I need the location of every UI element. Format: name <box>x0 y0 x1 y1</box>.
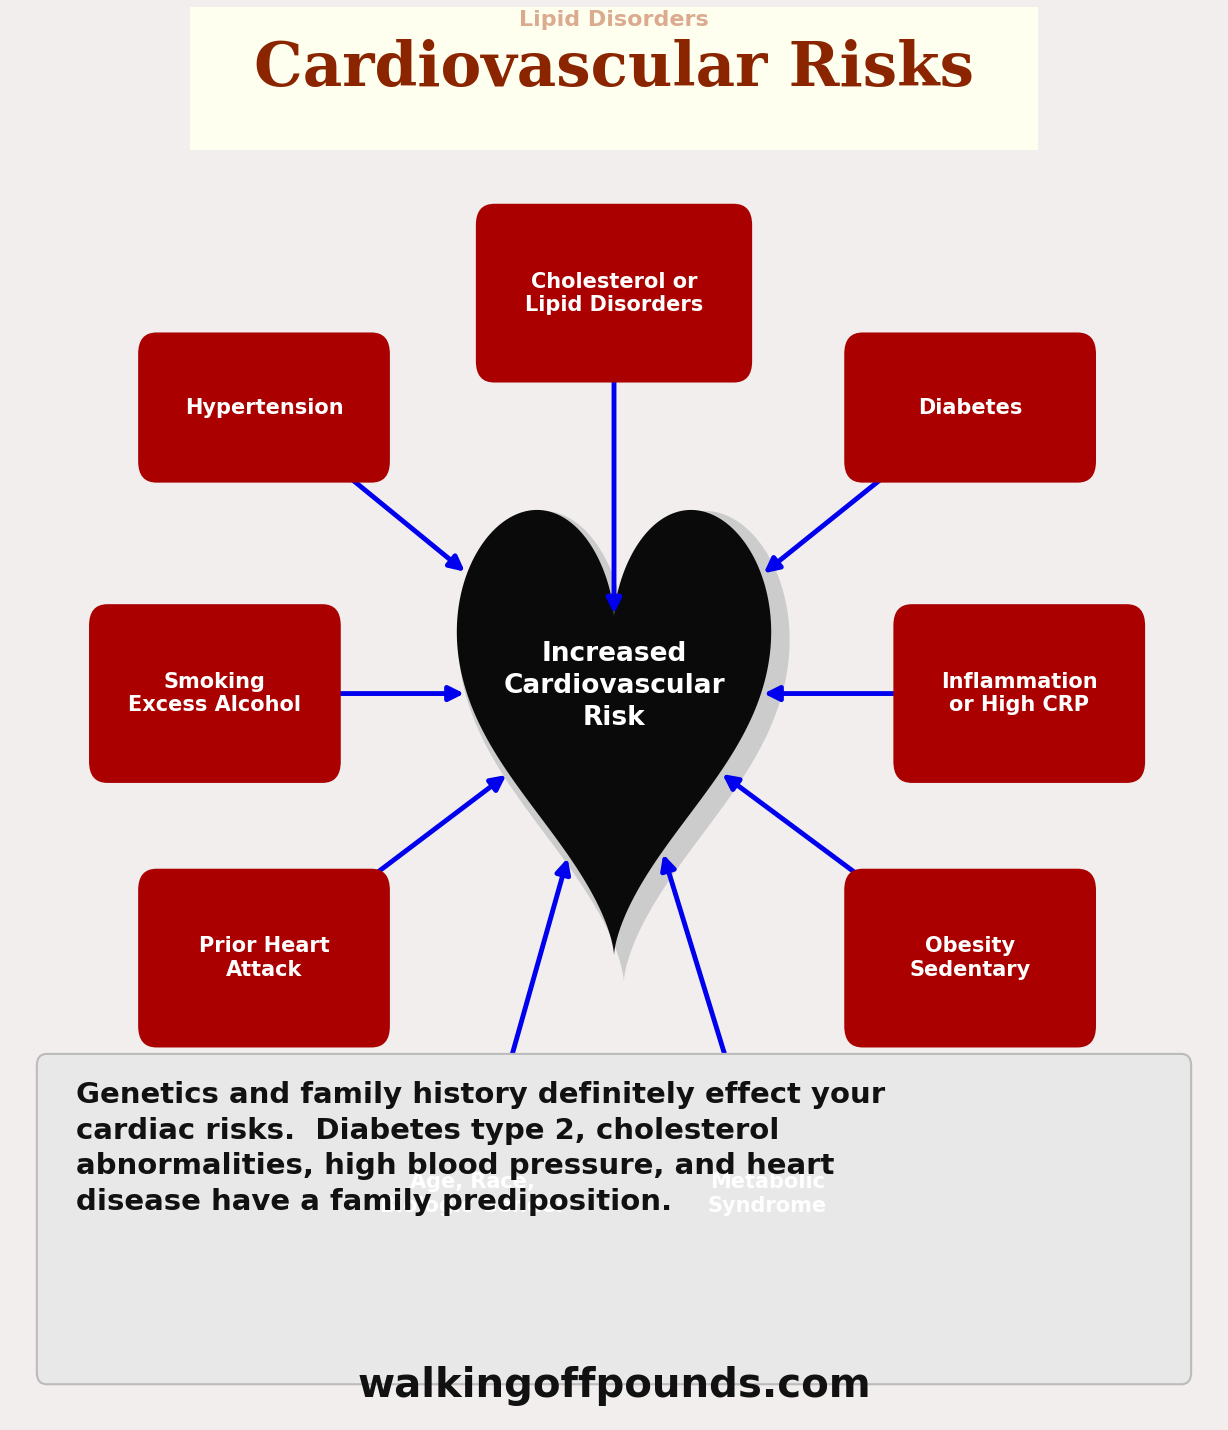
Text: Cholesterol or
Lipid Disorders: Cholesterol or Lipid Disorders <box>524 272 704 315</box>
Polygon shape <box>457 511 771 955</box>
FancyBboxPatch shape <box>648 1104 887 1284</box>
Text: Prior Heart
Attack: Prior Heart Attack <box>199 937 329 980</box>
Text: walkingoffpounds.com: walkingoffpounds.com <box>357 1366 871 1406</box>
FancyBboxPatch shape <box>845 333 1097 483</box>
FancyBboxPatch shape <box>138 333 391 483</box>
Text: Lipid Disorders: Lipid Disorders <box>519 10 709 30</box>
FancyBboxPatch shape <box>893 603 1144 784</box>
Text: Genetics and family history definitely effect your
cardiac risks.  Diabetes type: Genetics and family history definitely e… <box>76 1081 885 1216</box>
Text: Hypertension: Hypertension <box>184 398 344 418</box>
Text: Increased
Cardiovascular
Risk: Increased Cardiovascular Risk <box>503 642 725 731</box>
Text: Metabolic
Syndrome: Metabolic Syndrome <box>707 1173 828 1216</box>
Text: Age, Race,
Biologic Gender: Age, Race, Biologic Gender <box>379 1173 566 1216</box>
Text: Obesity
Sedentary: Obesity Sedentary <box>910 937 1030 980</box>
Text: Inflammation
or High CRP: Inflammation or High CRP <box>941 672 1098 715</box>
Polygon shape <box>458 511 790 982</box>
FancyBboxPatch shape <box>138 869 391 1047</box>
Text: Cardiovascular Risks: Cardiovascular Risks <box>254 39 974 99</box>
FancyBboxPatch shape <box>88 603 341 784</box>
FancyBboxPatch shape <box>37 1054 1191 1384</box>
Text: Diabetes: Diabetes <box>919 398 1022 418</box>
FancyBboxPatch shape <box>341 1104 604 1284</box>
FancyBboxPatch shape <box>190 7 1038 150</box>
FancyBboxPatch shape <box>476 203 752 382</box>
Text: Smoking
Excess Alcohol: Smoking Excess Alcohol <box>129 672 301 715</box>
FancyBboxPatch shape <box>845 869 1097 1047</box>
